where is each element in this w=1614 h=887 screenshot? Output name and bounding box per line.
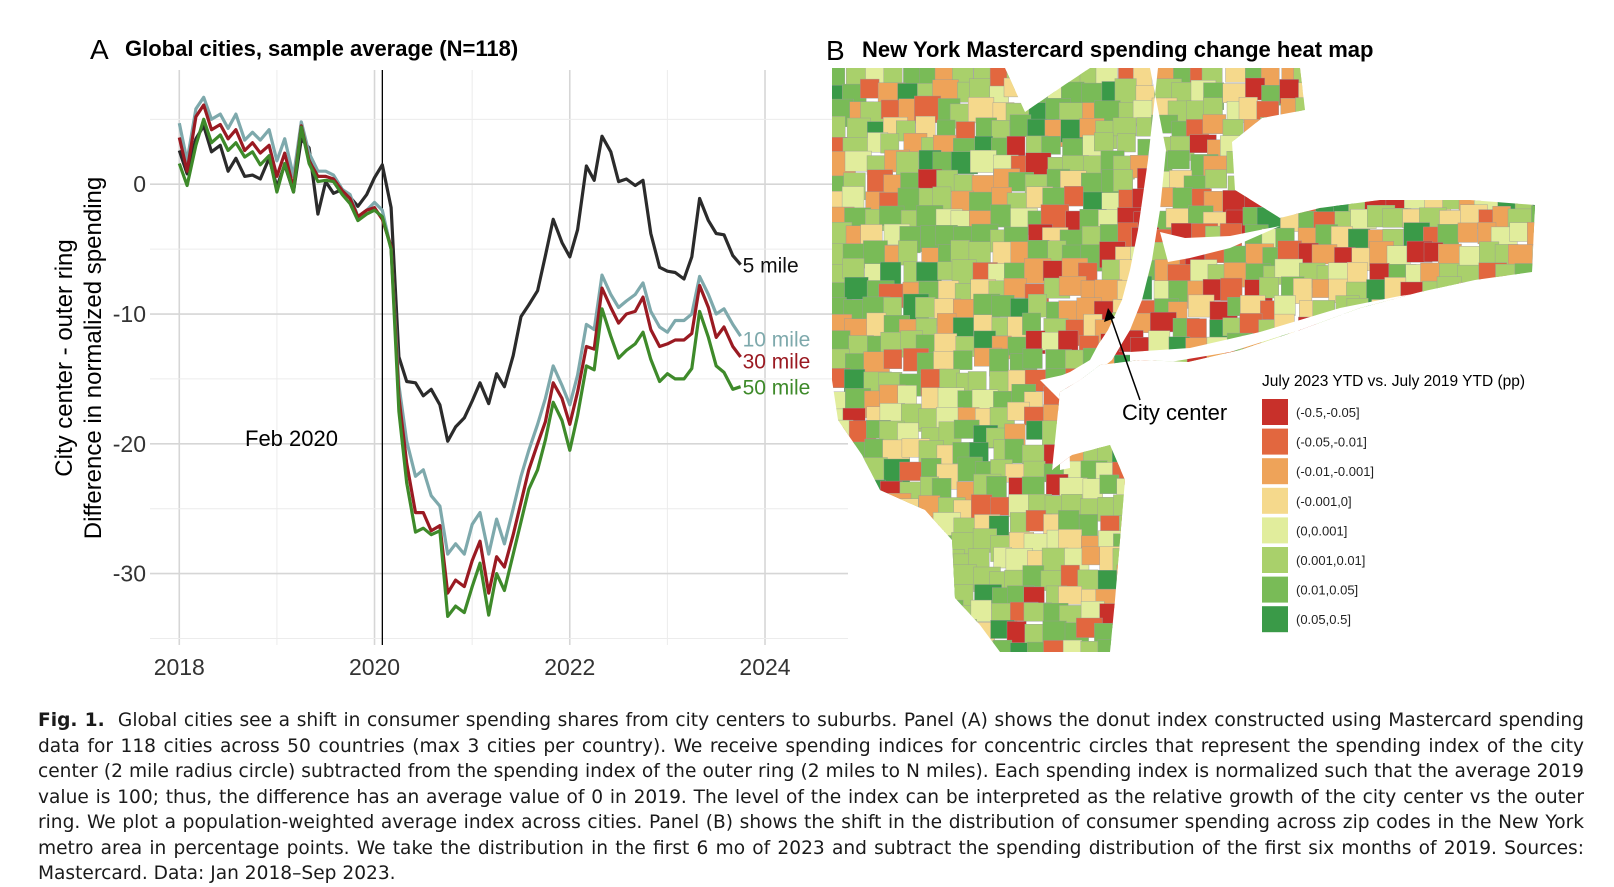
legend-label: (0.05,0.5] <box>1296 612 1351 627</box>
legend-swatch <box>1262 487 1288 514</box>
figure-caption: Fig. 1. Global cities see a shift in con… <box>38 708 1584 887</box>
legend-label: (-0.5,-0.05] <box>1296 405 1360 420</box>
series-line-5-mile <box>177 124 742 443</box>
panel-a-letter: A <box>90 34 109 65</box>
y-axis-label-line-1: City center - outer ring <box>51 239 78 476</box>
panel-b-letter: B <box>826 35 845 66</box>
y-axis-label-line-2: Difference in normalized spending <box>80 177 107 539</box>
feb-2020-annotation: Feb 2020 <box>245 426 338 451</box>
coast-water <box>1060 392 1070 470</box>
series-line-30-mile <box>177 103 742 595</box>
legend-swatch <box>1262 428 1288 455</box>
legend-swatch <box>1262 606 1288 633</box>
legend-label: (-0.05,-0.01] <box>1296 435 1367 450</box>
legend-swatch <box>1262 547 1288 573</box>
chart-axis-labels: 2018 2020 2022 2024 0 -10 -20 -30 <box>113 171 791 680</box>
series-label: 5 mile <box>743 255 799 278</box>
y-tick-label: 0 <box>133 171 146 197</box>
city-center-arrow-line <box>1109 314 1141 401</box>
y-tick-label: -20 <box>113 431 146 457</box>
panel-b-map: B New York Mastercard spending change he… <box>826 35 1535 652</box>
series-label: 10 mile <box>743 329 811 352</box>
legend-swatch <box>1262 517 1288 544</box>
legend-title: July 2023 YTD vs. July 2019 YTD (pp) <box>1262 373 1525 390</box>
legend-swatch <box>1262 458 1288 485</box>
legend-swatch <box>1262 399 1288 425</box>
figure: A Global cities, sample average (N=118) … <box>51 34 1535 680</box>
x-tick-label: 2018 <box>154 654 205 680</box>
city-center-label: City center <box>1122 400 1227 425</box>
hudson-river <box>1045 68 1166 392</box>
x-tick-label: 2022 <box>544 654 595 680</box>
map-legend: (-0.5,-0.05] (-0.05,-0.01] (-0.01,-0.001] (… <box>1262 399 1374 633</box>
legend-label: (0,0.001] <box>1296 523 1347 538</box>
caption-label: Fig. 1. <box>38 710 105 731</box>
series-label: 30 mile <box>743 351 811 374</box>
legend-label: (0.01,0.05] <box>1296 583 1358 598</box>
legend-label: (-0.001,0] <box>1296 494 1352 509</box>
series-line-10-mile <box>177 95 742 556</box>
long-island-sound <box>1160 226 1280 262</box>
x-tick-label: 2020 <box>349 654 400 680</box>
city-center-arrow-head <box>1104 308 1115 322</box>
panel-a-chart: A Global cities, sample average (N=118) … <box>51 34 848 680</box>
panel-b-title: New York Mastercard spending change heat… <box>862 37 1373 62</box>
y-tick-label: -30 <box>113 561 146 587</box>
legend-swatch <box>1262 576 1288 603</box>
panel-a-title: Global cities, sample average (N=118) <box>125 36 518 61</box>
legend-label: (0.001,0.01] <box>1296 553 1365 568</box>
x-tick-label: 2024 <box>739 654 790 680</box>
caption-text: Global cities see a shift in consumer sp… <box>38 710 1584 884</box>
y-tick-label: -10 <box>113 301 146 327</box>
legend-label: (-0.01,-0.001] <box>1296 464 1374 479</box>
series-line-50-mile <box>177 117 742 618</box>
series-label: 50 mile <box>743 377 811 400</box>
